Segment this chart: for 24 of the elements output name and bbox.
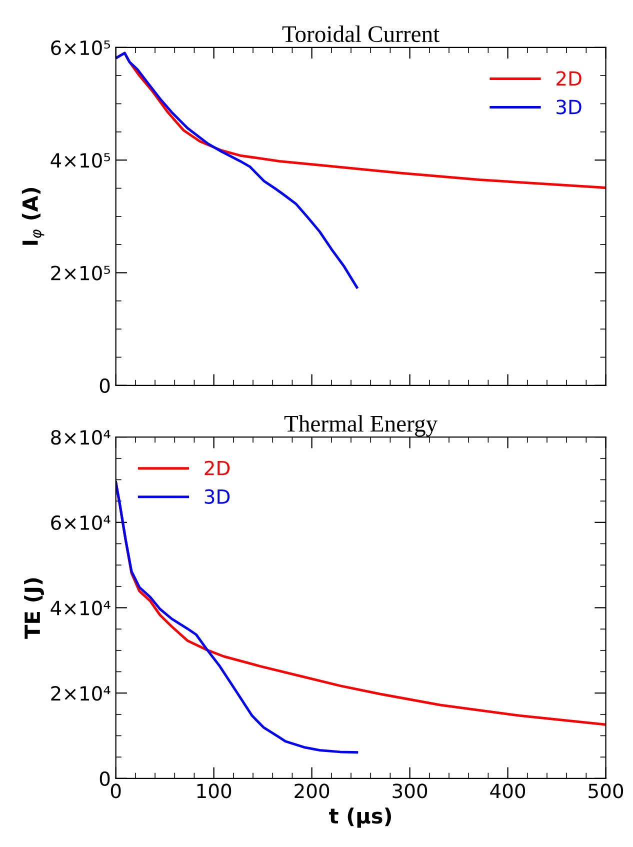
x-tick-label: 200 [294,784,330,798]
y-tick-label: 6×10⁴ [51,515,110,530]
y-tick-label: 2×10⁵ [51,266,110,280]
y-tick-label: 2×10⁴ [51,686,110,701]
x-tick-label: 100 [197,784,232,798]
y-tick-label: 4×10⁵ [50,153,110,168]
legend-label: 3D [556,100,582,114]
chart-title: Thermal Energy [284,415,438,437]
legend-label: 2D [556,71,582,86]
y-tick-label: 6×10⁵ [51,40,110,56]
x-axis-title: t (μs) [329,808,392,828]
x-tick-label: 400 [490,784,526,798]
y-axis-title: I$_{φ}$ (A) [22,188,44,245]
y-tick-label: 8×10⁴ [51,430,110,445]
x-tick-label: 0 [110,784,121,798]
y-tick-label: 0 [100,378,110,394]
legend-label: 2D [204,460,230,476]
y-tick-label: 4×10⁴ [50,600,110,616]
legend-label: 3D [204,489,230,504]
chart-title: Toroidal Current [282,25,440,42]
x-tick-label: 500 [588,784,624,798]
y-tick-label: 0 [100,771,110,786]
y-axis-title: TE (J) [24,578,44,639]
x-tick-label: 300 [392,784,428,798]
